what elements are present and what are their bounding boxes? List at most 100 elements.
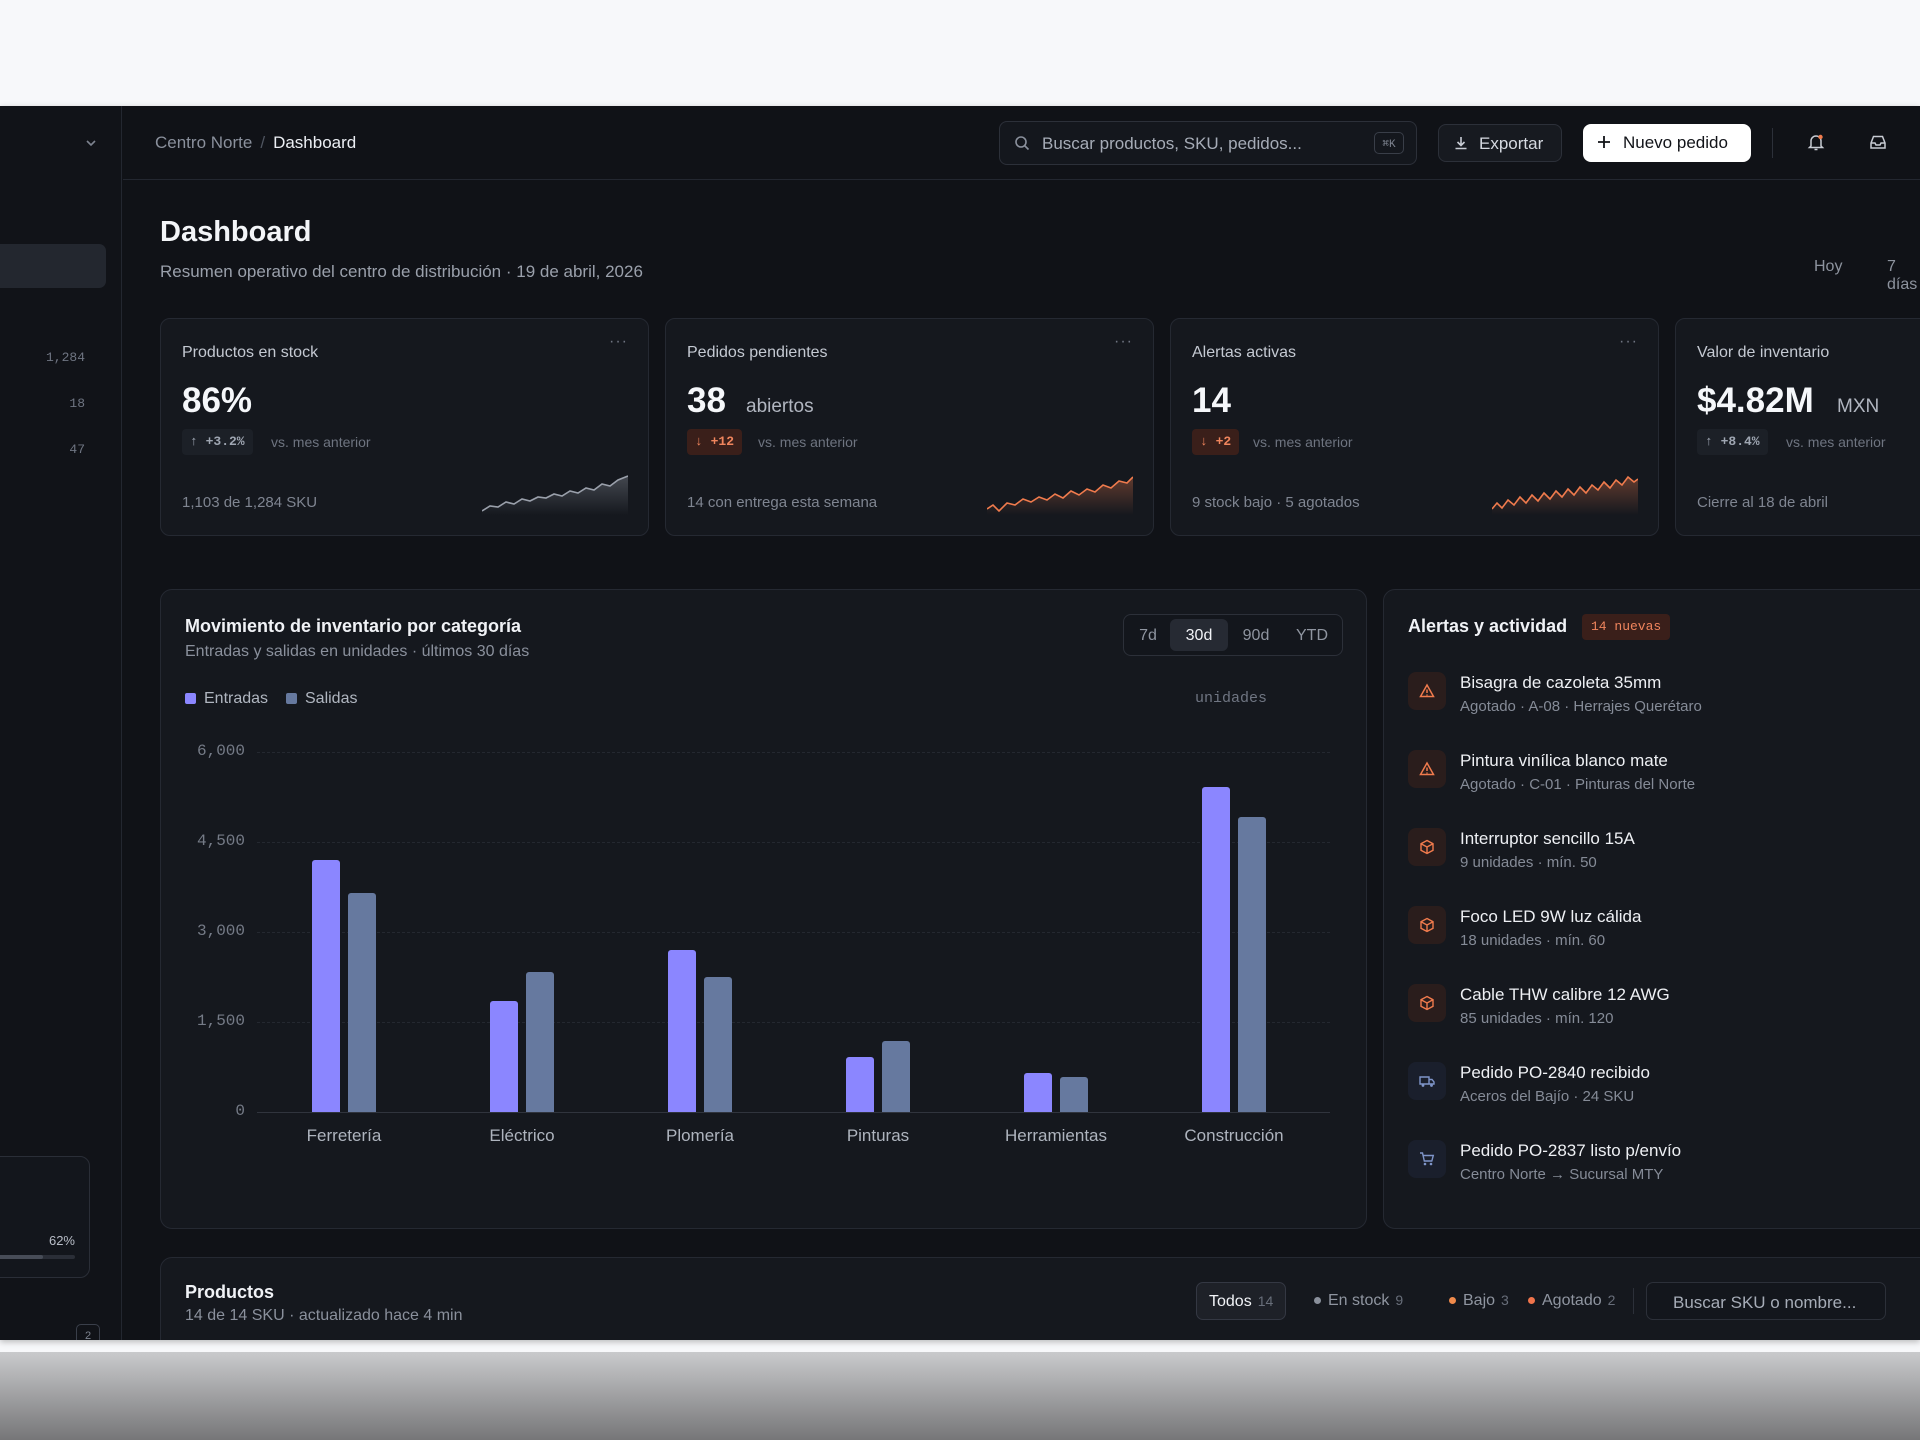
global-search-input[interactable]: Buscar productos, SKU, pedidos... ⌘K [999, 121, 1417, 165]
more-options-icon[interactable]: ··· [1114, 333, 1133, 350]
x-tick-label: Eléctrico [489, 1126, 555, 1145]
kpi-label: Productos en stock [182, 344, 319, 361]
bar-entradas[interactable] [490, 1001, 518, 1112]
period-ytd[interactable]: YTD [1296, 627, 1328, 644]
kpi-delta: ↑ +3.2% [182, 429, 253, 455]
top-bar: Centro Norte / Dashboard Buscar productos,… [123, 106, 1920, 180]
alert-name: Cable THW calibre 12 AWG [1460, 985, 1670, 1004]
sidebar-item-active[interactable] [0, 244, 106, 288]
range-7-days[interactable]: 7 días [1887, 258, 1918, 293]
period-30d[interactable]: 30d [1170, 619, 1228, 651]
legend-salidas: Salidas [286, 690, 357, 708]
filter-tab-low[interactable]: Bajo 3 [1449, 1282, 1509, 1320]
alert-name: Bisagra de cazoleta 35mm [1460, 673, 1662, 692]
capacity-percent: 62% [48, 1233, 75, 1248]
kpi-value: 38 [687, 381, 726, 420]
units-label: unidades [1195, 690, 1268, 707]
alerts-new-badge: 14 nuevas [1582, 614, 1671, 640]
alert-item[interactable]: Foco LED 9W luz cálida 18 unidades · mín… [1408, 904, 1868, 964]
alert-item[interactable]: Pintura vinílica blanco mate Agotado · C… [1408, 748, 1868, 808]
kpi-label: Pedidos pendientes [687, 344, 828, 361]
inbox-icon[interactable] [1868, 132, 1888, 152]
filter-tab-in-stock[interactable]: En stock 9 [1314, 1282, 1403, 1320]
alert-item[interactable]: Pedido PO-2837 listo p/envío Centro Nort… [1408, 1138, 1868, 1198]
gridline [257, 842, 1330, 843]
kpi-card-inventory-value: Valor de inventario $4.82M MXN ↑ +8.4% v… [1675, 318, 1920, 536]
alert-item[interactable]: Bisagra de cazoleta 35mm Agotado · A-08 … [1408, 670, 1868, 730]
gridline [257, 1022, 1330, 1023]
bar-salidas[interactable] [1238, 816, 1266, 1112]
kpi-footer: Cierre al 18 de abril [1697, 494, 1828, 511]
kpi-footer: 14 con entrega esta semana [687, 494, 878, 511]
alert-item[interactable]: Cable THW calibre 12 AWG 85 unidades · m… [1408, 982, 1868, 1042]
filter-divider [1633, 1288, 1634, 1314]
products-panel: Productos 14 de 14 SKU · actualizado hac… [160, 1257, 1920, 1340]
bar-entradas[interactable] [1202, 786, 1230, 1112]
status-dot [1314, 1297, 1321, 1304]
sparkline [482, 475, 628, 515]
kpi-comparison: vs. mes anterior [1786, 434, 1886, 450]
breadcrumb: Centro Norte / Dashboard [155, 133, 356, 153]
kpi-delta: ↓ +12 [687, 429, 743, 455]
filter-tab-all[interactable]: Todos 14 [1196, 1282, 1287, 1320]
range-today[interactable]: Hoy [1814, 258, 1843, 275]
bar-entradas[interactable] [668, 950, 696, 1112]
export-label: Exportar [1479, 134, 1544, 153]
filter-tab-out-of-stock[interactable]: Agotado 2 [1528, 1282, 1615, 1320]
product-search-input[interactable]: Buscar SKU o nombre... [1646, 1282, 1886, 1320]
bar-salidas[interactable] [1060, 1077, 1088, 1112]
chevron-down-icon[interactable] [84, 136, 98, 150]
filter-count: 3 [1501, 1292, 1509, 1308]
new-order-label: Nuevo pedido [1623, 133, 1728, 152]
bar-salidas[interactable] [526, 972, 554, 1112]
new-order-button[interactable]: Nuevo pedido [1583, 124, 1751, 162]
legend-label: Salidas [305, 690, 358, 707]
alert-item[interactable]: Pedido PO-2840 recibido Aceros del Bajío… [1408, 1060, 1868, 1120]
y-tick-label: 4,500 [196, 832, 245, 850]
alert-item[interactable]: Interruptor sencillo 15A 9 unidades · mí… [1408, 826, 1868, 886]
breadcrumb-current: Dashboard [273, 133, 357, 152]
bar-salidas[interactable] [348, 893, 376, 1112]
filter-label: Bajo [1463, 1292, 1496, 1309]
kpi-comparison: vs. mes anterior [758, 434, 858, 450]
bar-salidas[interactable] [882, 1041, 910, 1112]
kpi-footer: 9 stock bajo · 5 agotados [1192, 494, 1360, 511]
warning-icon [1408, 672, 1446, 710]
search-shortcut: ⌘K [1374, 132, 1404, 154]
more-options-icon[interactable]: ··· [609, 333, 628, 350]
bell-icon[interactable] [1806, 132, 1826, 152]
sidebar-badge: 2 [76, 1324, 100, 1340]
alerts-title: Alertas y actividad [1408, 616, 1568, 636]
filter-count: 9 [1395, 1292, 1404, 1308]
bar-entradas[interactable] [846, 1056, 874, 1112]
sidebar-count-orders: 18 [69, 396, 85, 411]
box-icon [1408, 828, 1446, 866]
breadcrumb-parent[interactable]: Centro Norte [155, 133, 253, 152]
alert-name: Pedido PO-2840 recibido [1460, 1063, 1650, 1082]
period-90d[interactable]: 90d [1242, 627, 1270, 644]
status-dot [1449, 1297, 1456, 1304]
y-tick-label: 6,000 [196, 742, 245, 760]
capacity-progress-bar [0, 1255, 75, 1259]
alert-meta: Centro Norte → Sucursal MTY [1460, 1166, 1664, 1183]
period-7d[interactable]: 7d [1139, 627, 1157, 644]
box-icon [1408, 906, 1446, 944]
chart-title: Movimiento de inventario por categoría [185, 616, 522, 636]
alert-meta: 85 unidades · mín. 120 [1460, 1010, 1614, 1027]
export-button[interactable]: Exportar [1438, 124, 1562, 162]
product-search-placeholder: Buscar SKU o nombre... [1673, 1293, 1857, 1312]
sidebar-capacity-card: 62% [0, 1156, 90, 1278]
legend-label: Entradas [204, 690, 269, 707]
more-options-icon[interactable]: ··· [1619, 333, 1638, 350]
sidebar-count-suppliers: 47 [69, 442, 85, 457]
bar-entradas[interactable] [1024, 1073, 1052, 1112]
box-icon [1408, 984, 1446, 1022]
kpi-card-stock: Productos en stock ··· 86% ↑ +3.2% vs. m… [160, 318, 649, 536]
bar-salidas[interactable] [704, 977, 732, 1112]
bar-entradas[interactable] [312, 860, 340, 1112]
kpi-delta: ↑ +8.4% [1697, 429, 1768, 455]
kpi-delta: ↓ +2 [1192, 429, 1240, 455]
page-title: Dashboard [160, 216, 312, 248]
truck-icon [1408, 1062, 1446, 1100]
x-tick-label: Plomería [665, 1126, 735, 1145]
